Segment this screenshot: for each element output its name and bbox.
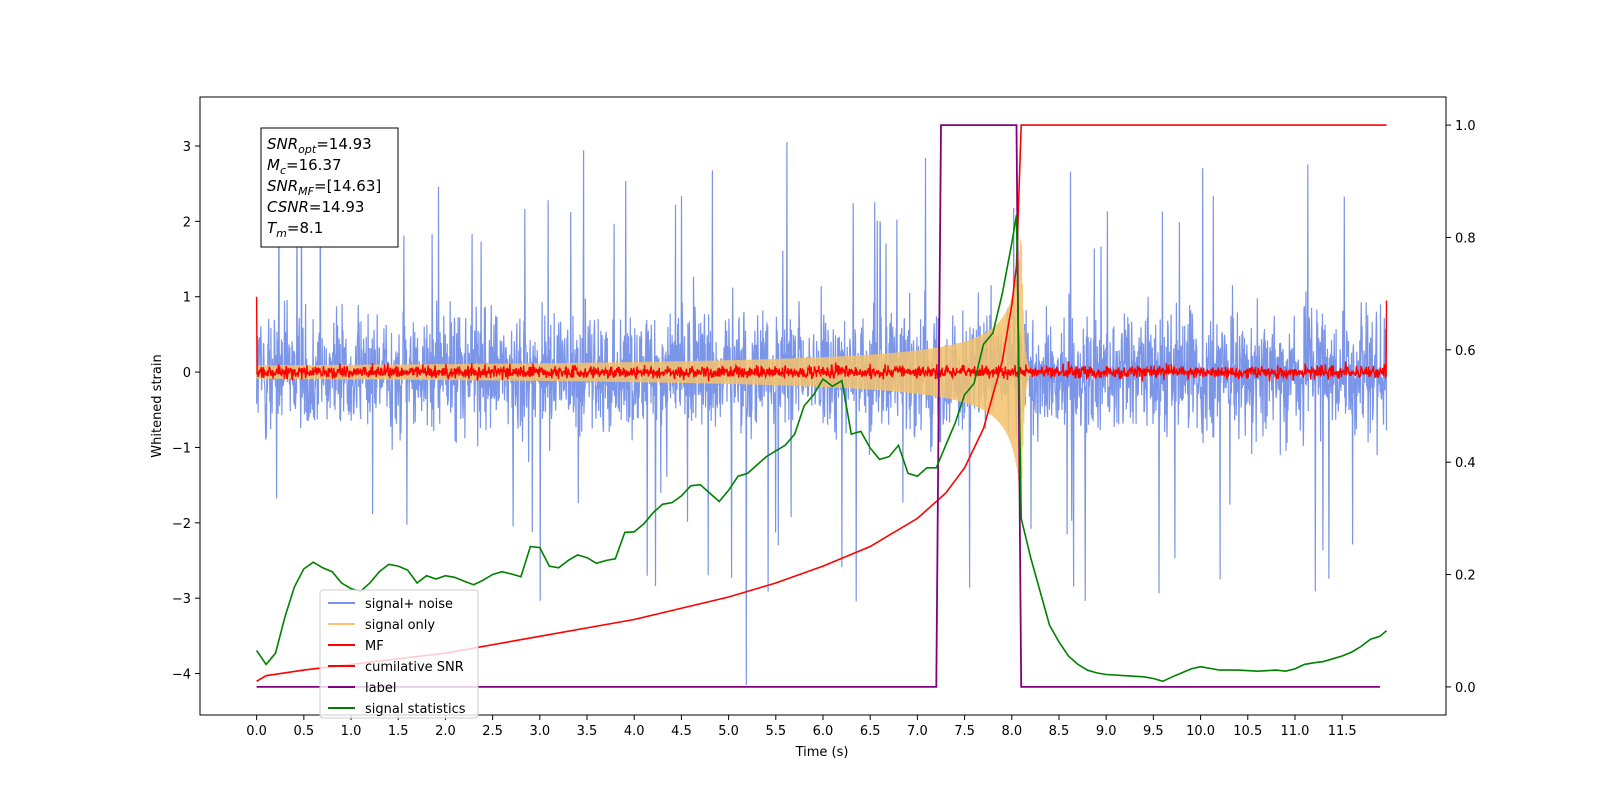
annotation-value: =16.37 [286, 156, 342, 174]
y-tick-label: 0 [183, 366, 191, 381]
x-tick-label: 10.5 [1233, 724, 1262, 739]
x-tick-label: 5.0 [718, 724, 739, 739]
annotation-line: Tm=8.1 [267, 219, 323, 240]
annotation-value: =[14.63] [314, 177, 381, 195]
x-tick-label: 8.5 [1049, 724, 1070, 739]
legend-label: signal only [365, 618, 435, 633]
x-tick-label: 5.5 [765, 724, 786, 739]
y2-tick-label: 0.8 [1455, 231, 1476, 246]
legend-label: signal statistics [365, 702, 466, 717]
y-tick-label: −3 [172, 592, 191, 607]
annotation-variable: SNR [267, 135, 298, 153]
x-tick-label: 3.0 [529, 724, 550, 739]
annotation-subscript: opt [298, 143, 317, 156]
annotation-variable: M [267, 156, 280, 174]
series-mf-line [255, 296, 1388, 382]
annotation-variable: SNR [267, 177, 298, 195]
y2-tick-label: 0.0 [1455, 681, 1476, 696]
x-tick-label: 7.5 [954, 724, 975, 739]
y-tick-label: −2 [172, 517, 191, 532]
annotation-line: Mc=16.37 [267, 156, 342, 177]
x-axis-label: Time (s) [795, 745, 849, 760]
legend-label: cumilative SNR [365, 660, 464, 675]
x-tick-label: 4.5 [671, 724, 692, 739]
x-tick-label: 10.0 [1186, 724, 1215, 739]
series-signal-statistics-line [255, 214, 1388, 683]
annotation-frame [260, 127, 399, 248]
y2-tick-label: 0.6 [1455, 344, 1476, 359]
annotation-value: =14.93 [309, 198, 365, 216]
y-axis-left: 3 2 1 0 −1 −2 −3 −4 [172, 140, 200, 683]
y-tick-label: 1 [183, 291, 191, 306]
x-tick-label: 8.0 [1001, 724, 1022, 739]
x-tick-label: 1.5 [388, 724, 409, 739]
annotation-subscript: c [280, 164, 286, 177]
y-tick-label: 2 [183, 215, 191, 230]
annotation-box: SNRopt=14.93Mc=16.37SNRMF=[14.63]CSNR=14… [260, 127, 399, 248]
x-tick-label: 9.5 [1143, 724, 1164, 739]
annotation-variable: T [267, 219, 278, 237]
x-tick-label: 7.0 [907, 724, 928, 739]
annotation-line: SNRopt=14.93 [267, 135, 372, 156]
legend-frame [319, 589, 479, 719]
y2-tick-label: 1.0 [1455, 119, 1476, 134]
x-tick-label: 11.5 [1328, 724, 1357, 739]
annotation-value: =14.93 [316, 135, 372, 153]
legend-label: MF [365, 639, 384, 654]
annotation-line: CSNR=14.93 [267, 198, 364, 216]
annotation-variable: CSNR [267, 198, 309, 216]
y-axis-right: 1.0 0.8 0.6 0.4 0.2 0.0 [1446, 119, 1476, 696]
y-axis-label: Whitened strain [150, 354, 165, 457]
annotation-value: =8.1 [287, 219, 323, 237]
series-label-line [256, 124, 1380, 688]
x-tick-label: 0.5 [293, 724, 314, 739]
legend-label: signal+ noise [365, 597, 453, 612]
y-tick-label: 3 [183, 140, 191, 155]
y2-tick-label: 0.4 [1455, 456, 1476, 471]
annotation-subscript: m [276, 227, 287, 240]
y-tick-label: −4 [172, 668, 191, 683]
x-tick-label: 4.0 [624, 724, 645, 739]
x-tick-label: 6.0 [813, 724, 834, 739]
x-tick-label: 6.5 [860, 724, 881, 739]
x-tick-label: 2.5 [482, 724, 503, 739]
x-tick-label: 3.5 [577, 724, 598, 739]
legend: signal+ noise signal only MF cumilative SNR… [319, 589, 479, 719]
y2-tick-label: 0.2 [1455, 569, 1476, 584]
annotation-subscript: MF [298, 185, 314, 198]
x-axis: 0.0 0.5 1.0 1.5 2.0 2.5 3.0 3.5 4.0 4.5 5.0 5.5 6.0 6… [246, 715, 1357, 739]
y-tick-label: −1 [172, 441, 191, 456]
x-tick-label: 11.0 [1280, 724, 1309, 739]
annotation-line: SNRMF=[14.63] [267, 177, 381, 198]
legend-label: label [365, 681, 396, 696]
x-tick-label: 2.0 [435, 724, 456, 739]
x-tick-label: 9.0 [1096, 724, 1117, 739]
x-tick-label: 0.0 [246, 724, 267, 739]
x-tick-label: 1.0 [341, 724, 362, 739]
